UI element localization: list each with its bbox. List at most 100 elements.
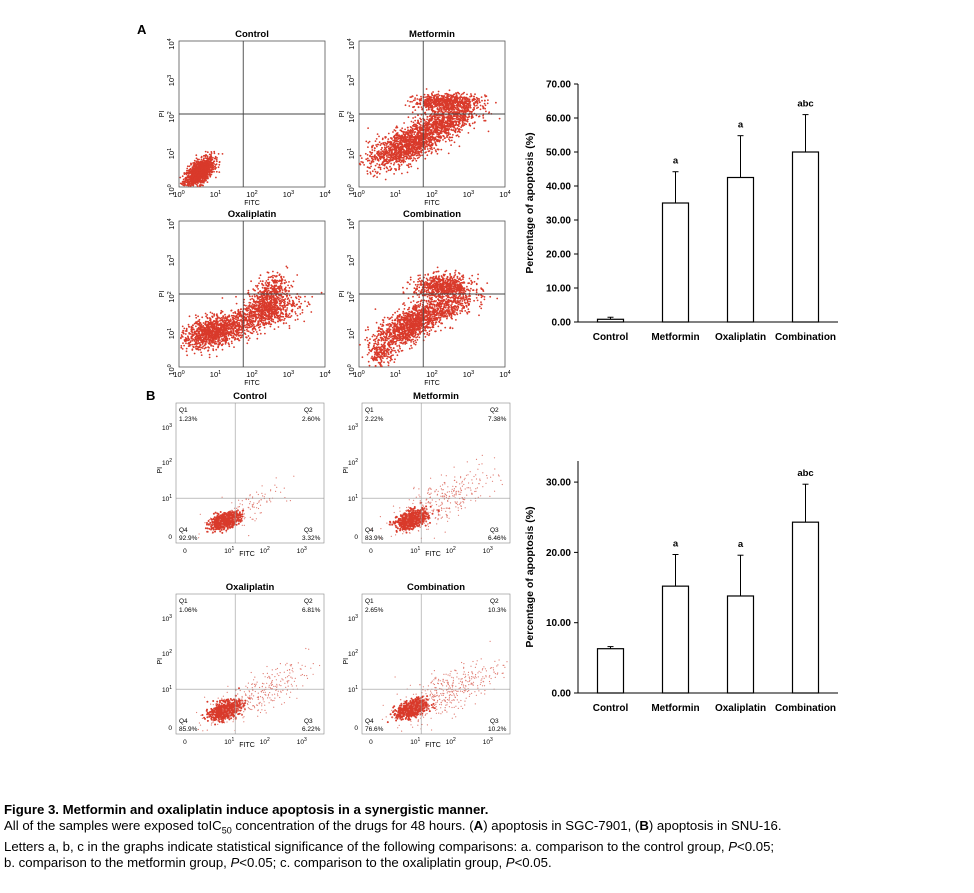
dot — [437, 90, 440, 93]
dot — [224, 313, 226, 316]
dot — [370, 165, 372, 168]
dot — [382, 151, 385, 154]
y-tick-label: 102 — [347, 111, 356, 122]
dot — [197, 348, 200, 351]
dot — [394, 149, 397, 152]
dot — [436, 116, 439, 119]
dot — [443, 98, 446, 101]
dot — [215, 163, 218, 166]
dot — [196, 175, 199, 177]
dot — [230, 334, 233, 337]
dot — [385, 162, 388, 165]
dot — [408, 145, 410, 148]
dot — [440, 109, 443, 112]
dot — [438, 109, 441, 111]
dot — [428, 101, 431, 104]
dot — [410, 150, 413, 153]
dot — [456, 103, 458, 106]
dot — [193, 322, 196, 325]
dot — [442, 126, 444, 129]
dot — [393, 136, 396, 139]
dot — [466, 108, 468, 111]
dot — [402, 130, 404, 133]
dot — [206, 165, 209, 168]
dot — [381, 156, 383, 159]
dot — [454, 117, 456, 120]
dot — [484, 104, 487, 107]
dot — [436, 148, 439, 151]
dot — [425, 100, 428, 103]
dot — [438, 116, 441, 118]
dot — [418, 140, 420, 143]
dot — [431, 148, 433, 151]
dot — [376, 163, 378, 165]
dot — [448, 138, 450, 141]
dot — [190, 162, 192, 165]
dot — [414, 127, 417, 130]
dot — [369, 151, 371, 153]
dot — [441, 121, 444, 123]
dot — [406, 171, 409, 174]
dot — [376, 176, 378, 179]
dot — [188, 165, 191, 168]
dot — [396, 142, 399, 145]
dot — [411, 131, 413, 133]
dot — [452, 129, 455, 131]
dot — [440, 137, 442, 140]
dot — [467, 116, 470, 118]
dot — [456, 124, 459, 127]
dot — [392, 157, 395, 160]
dot — [185, 330, 188, 332]
dot — [198, 168, 200, 171]
dot — [434, 126, 437, 128]
dot — [443, 95, 446, 97]
dot — [409, 100, 412, 103]
dot — [448, 117, 451, 120]
dot — [404, 128, 406, 131]
dot — [466, 98, 469, 101]
dot — [408, 163, 410, 165]
dot — [194, 346, 197, 348]
dot — [415, 135, 418, 138]
dot — [438, 133, 441, 136]
dot — [215, 355, 218, 358]
dot — [418, 131, 421, 134]
dot — [200, 346, 203, 349]
dot — [433, 110, 436, 113]
dot — [198, 179, 201, 182]
dot — [417, 122, 420, 125]
dot — [414, 99, 416, 101]
dot — [187, 179, 190, 181]
dot — [458, 100, 461, 103]
dot — [383, 157, 385, 160]
dot — [252, 330, 255, 333]
dot — [453, 141, 456, 144]
dot — [207, 349, 210, 352]
tick-exponent: 4 — [347, 38, 353, 41]
dot — [193, 165, 195, 168]
dot — [390, 153, 393, 155]
dot — [452, 134, 454, 136]
dot — [201, 167, 204, 170]
dot — [371, 149, 374, 151]
dot — [188, 315, 191, 318]
dot — [407, 139, 409, 142]
dot — [444, 125, 447, 128]
dot — [409, 136, 412, 138]
dot — [413, 143, 416, 146]
dot — [429, 138, 432, 141]
dot — [411, 141, 414, 144]
dot — [471, 98, 474, 101]
dot — [433, 96, 435, 99]
dot — [411, 111, 414, 114]
dot — [376, 156, 378, 159]
dot — [407, 134, 410, 137]
dot — [429, 129, 432, 132]
dot — [461, 123, 464, 126]
dot — [407, 126, 409, 129]
y-tick-label: 104 — [167, 38, 176, 49]
dot — [383, 153, 386, 155]
dot — [436, 130, 439, 133]
dot — [419, 134, 422, 137]
dot — [411, 144, 414, 146]
